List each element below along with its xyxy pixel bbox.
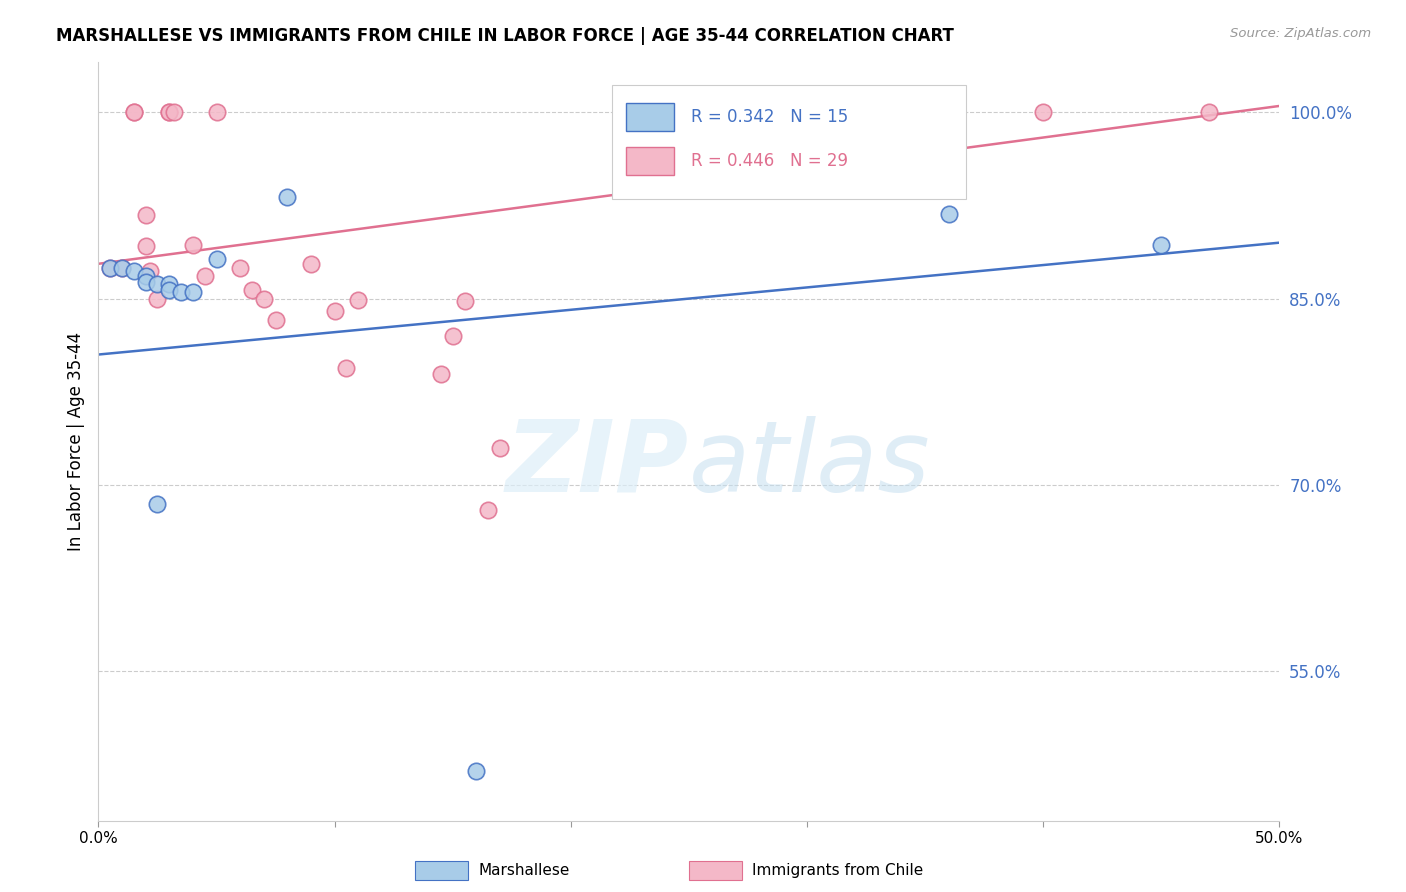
Point xyxy=(122,105,145,120)
Point xyxy=(1032,105,1054,120)
Point xyxy=(146,277,169,291)
Point xyxy=(181,285,204,300)
Point xyxy=(229,260,252,275)
Point xyxy=(465,764,488,778)
Point xyxy=(111,260,134,275)
Point xyxy=(335,361,357,376)
Point xyxy=(430,368,453,382)
Point xyxy=(98,260,121,275)
Point xyxy=(122,264,145,278)
Text: Immigrants from Chile: Immigrants from Chile xyxy=(752,863,924,878)
Point xyxy=(135,239,157,253)
Point xyxy=(276,189,298,203)
Bar xyxy=(626,103,673,131)
Point xyxy=(170,285,193,300)
Text: R = 0.342   N = 15: R = 0.342 N = 15 xyxy=(692,108,849,126)
Point xyxy=(453,294,475,309)
Point xyxy=(157,105,180,120)
Point xyxy=(135,208,157,222)
Point xyxy=(205,252,228,266)
Point xyxy=(139,264,162,278)
Text: R = 0.446   N = 29: R = 0.446 N = 29 xyxy=(692,152,848,170)
Point xyxy=(98,260,121,275)
Point xyxy=(489,441,512,455)
Point xyxy=(157,283,180,297)
Point xyxy=(347,293,370,307)
Point xyxy=(163,105,186,120)
Point xyxy=(264,312,287,326)
Point xyxy=(253,292,276,306)
Text: MARSHALLESE VS IMMIGRANTS FROM CHILE IN LABOR FORCE | AGE 35-44 CORRELATION CHAR: MARSHALLESE VS IMMIGRANTS FROM CHILE IN … xyxy=(56,27,955,45)
Text: Marshallese: Marshallese xyxy=(478,863,569,878)
Point xyxy=(477,503,499,517)
Text: atlas: atlas xyxy=(689,416,931,513)
Point xyxy=(157,105,180,120)
Point xyxy=(194,269,217,284)
Point xyxy=(1198,105,1220,120)
Text: ZIP: ZIP xyxy=(506,416,689,513)
Point xyxy=(1150,238,1173,252)
Point xyxy=(135,276,157,290)
Point xyxy=(441,329,464,343)
Point xyxy=(240,283,263,297)
Point xyxy=(181,238,204,252)
Point xyxy=(323,304,346,318)
Point xyxy=(146,497,169,511)
Point xyxy=(157,277,180,291)
Point xyxy=(938,207,960,221)
Point xyxy=(111,260,134,275)
Bar xyxy=(626,146,673,176)
Point xyxy=(135,269,157,284)
FancyBboxPatch shape xyxy=(612,85,966,199)
Point xyxy=(146,292,169,306)
Y-axis label: In Labor Force | Age 35-44: In Labor Force | Age 35-44 xyxy=(66,332,84,551)
Point xyxy=(122,105,145,120)
Point xyxy=(299,257,322,271)
Text: Source: ZipAtlas.com: Source: ZipAtlas.com xyxy=(1230,27,1371,40)
Point xyxy=(205,105,228,120)
